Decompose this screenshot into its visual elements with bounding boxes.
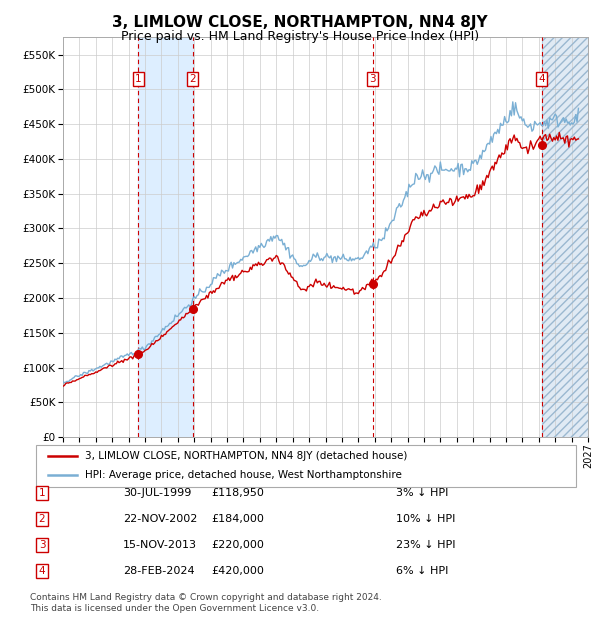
Bar xyxy=(542,37,588,437)
Text: 10% ↓ HPI: 10% ↓ HPI xyxy=(396,514,455,524)
Text: 4: 4 xyxy=(538,74,545,84)
Text: 4: 4 xyxy=(38,566,46,576)
Text: £118,950: £118,950 xyxy=(211,488,264,498)
Text: Price paid vs. HM Land Registry's House Price Index (HPI): Price paid vs. HM Land Registry's House … xyxy=(121,30,479,43)
Text: 3, LIMLOW CLOSE, NORTHAMPTON, NN4 8JY: 3, LIMLOW CLOSE, NORTHAMPTON, NN4 8JY xyxy=(112,16,488,30)
Text: 3: 3 xyxy=(370,74,376,84)
Bar xyxy=(542,37,588,437)
Text: 30-JUL-1999: 30-JUL-1999 xyxy=(123,488,191,498)
Text: 15-NOV-2013: 15-NOV-2013 xyxy=(123,540,197,550)
Text: 2: 2 xyxy=(38,514,46,524)
Text: 22-NOV-2002: 22-NOV-2002 xyxy=(123,514,197,524)
Text: 3: 3 xyxy=(38,540,46,550)
Text: 1: 1 xyxy=(38,488,46,498)
Text: £220,000: £220,000 xyxy=(211,540,264,550)
Text: £184,000: £184,000 xyxy=(211,514,264,524)
Text: 2: 2 xyxy=(189,74,196,84)
Text: £420,000: £420,000 xyxy=(211,566,264,576)
Text: 3, LIMLOW CLOSE, NORTHAMPTON, NN4 8JY (detached house): 3, LIMLOW CLOSE, NORTHAMPTON, NN4 8JY (d… xyxy=(85,451,407,461)
Bar xyxy=(138,37,193,437)
Text: 6% ↓ HPI: 6% ↓ HPI xyxy=(396,566,448,576)
Text: 1: 1 xyxy=(135,74,142,84)
Text: HPI: Average price, detached house, West Northamptonshire: HPI: Average price, detached house, West… xyxy=(85,471,401,480)
Text: 23% ↓ HPI: 23% ↓ HPI xyxy=(396,540,455,550)
Text: Contains HM Land Registry data © Crown copyright and database right 2024.
This d: Contains HM Land Registry data © Crown c… xyxy=(30,593,382,613)
Text: 3% ↓ HPI: 3% ↓ HPI xyxy=(396,488,448,498)
Text: 28-FEB-2024: 28-FEB-2024 xyxy=(123,566,194,576)
